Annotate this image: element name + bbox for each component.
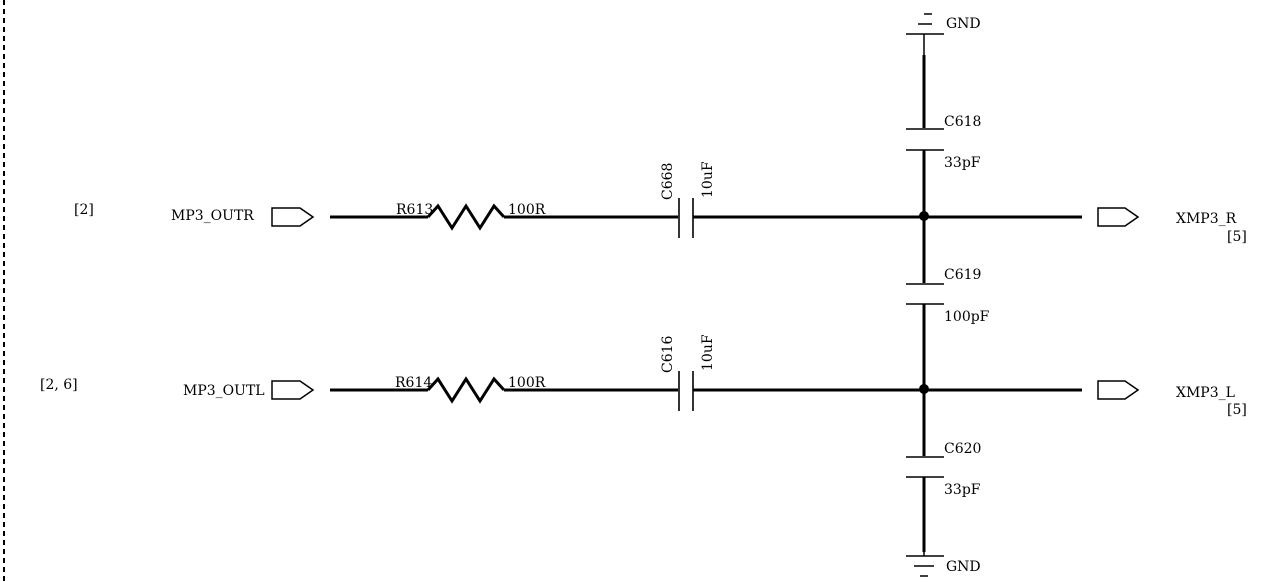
port-in-r: [271, 207, 315, 227]
sheet-ref-xl: [5]: [1227, 402, 1247, 418]
c668-ref: C668: [660, 163, 676, 200]
c618-value: 33pF: [944, 155, 981, 171]
c620-ref: C620: [944, 441, 981, 457]
capacitor-c616: [678, 371, 694, 411]
c616-ref: C616: [660, 335, 676, 373]
c619-ref: C619: [944, 267, 981, 283]
port-in-l: [271, 380, 315, 400]
c616-value: 10uF: [700, 334, 716, 371]
c618-ref: C618: [944, 114, 981, 130]
port-label-in-r: MP3_OUTR: [171, 208, 254, 224]
port-label-out-r: XMP3_R: [1176, 211, 1237, 227]
resistor-r613: [426, 203, 506, 231]
capacitor-c620: [906, 456, 944, 478]
capacitor-c668: [678, 198, 694, 238]
r614-value: 100R: [508, 375, 546, 391]
port-label-in-l: MP3_OUTL: [183, 383, 265, 399]
gnd-symbol-top: [906, 13, 944, 55]
port-out-l: [1097, 380, 1140, 400]
resistor-r614: [426, 376, 506, 404]
c619-value: 100pF: [944, 309, 990, 325]
capacitor-c618: [906, 128, 944, 151]
sheet-ref-xr: [5]: [1227, 229, 1247, 245]
gnd-label-top: GND: [946, 16, 981, 32]
r614-ref: R614: [395, 375, 432, 391]
port-label-out-l: XMP3_L: [1176, 385, 1235, 401]
r613-ref: R613: [396, 202, 433, 218]
sheet-ref-r: [2]: [74, 202, 94, 218]
c668-value: 10uF: [700, 161, 716, 198]
r613-value: 100R: [508, 202, 546, 218]
gnd-symbol-bottom: [906, 552, 944, 577]
sheet-ref-l: [2, 6]: [40, 377, 78, 393]
port-out-r: [1097, 207, 1140, 227]
c620-value: 33pF: [944, 482, 981, 498]
capacitor-c619: [906, 283, 944, 305]
gnd-label-bottom: GND: [946, 559, 981, 575]
